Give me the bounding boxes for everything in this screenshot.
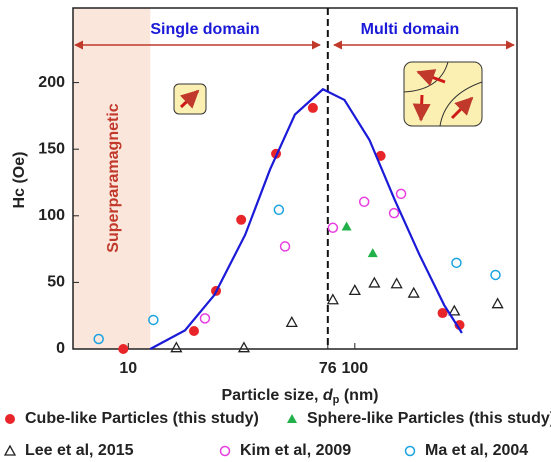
- point: [236, 214, 247, 225]
- multi-domain-icon: [403, 61, 483, 127]
- x-axis-label: Particle size, dp (nm): [221, 387, 378, 406]
- point: [170, 341, 183, 353]
- x-label-part: d: [323, 387, 334, 404]
- x-label-part: (nm): [339, 387, 378, 404]
- point: [326, 293, 339, 305]
- domain-icon: [173, 83, 207, 115]
- legend-label: Sphere-like Particles (this study): [307, 410, 551, 427]
- annotation: Multi domain: [361, 21, 460, 38]
- annotation: Superparamagnetic: [105, 103, 122, 252]
- x-tick-label: 10: [119, 360, 137, 377]
- point: [199, 313, 211, 324]
- shaded-region: [73, 8, 151, 349]
- point: [437, 308, 448, 319]
- x-label-part: Particle size,: [221, 387, 322, 404]
- y-tick-label: 200: [38, 74, 65, 91]
- legend-marker: [404, 445, 416, 457]
- point: [237, 341, 251, 353]
- point: [341, 221, 352, 231]
- y-tick-label: 150: [38, 140, 65, 157]
- point: [279, 241, 291, 252]
- background-layer: [73, 8, 151, 349]
- legend-label: Cube-like Particles (this study): [25, 410, 259, 427]
- x-tick-label: 100: [341, 360, 368, 377]
- point: [390, 277, 403, 289]
- point: [273, 204, 285, 216]
- legend-label: Ma et al, 2004: [425, 442, 528, 459]
- legend-marker: [287, 414, 297, 423]
- point: [407, 286, 420, 298]
- point: [93, 333, 104, 345]
- point: [395, 188, 407, 200]
- legend-label: Lee et al, 2015: [25, 442, 134, 459]
- point: [451, 257, 462, 269]
- legend-label: Kim et al, 2009: [240, 442, 351, 459]
- legend-marker: [3, 444, 17, 456]
- point: [348, 284, 361, 296]
- annotation: Single domain: [150, 21, 259, 38]
- plot-frame: [72, 7, 518, 350]
- point: [285, 316, 298, 328]
- point: [118, 344, 129, 354]
- y-tick-label: 100: [38, 207, 65, 224]
- point: [491, 297, 504, 309]
- point: [367, 248, 378, 258]
- point: [388, 207, 400, 219]
- point: [307, 102, 318, 113]
- point: [448, 304, 461, 316]
- point: [490, 269, 501, 281]
- legend: Cube-like Particles (this study) Sphere-l…: [3, 410, 551, 459]
- fit-curve: [149, 87, 463, 350]
- x-tick-label: 76: [319, 360, 337, 377]
- point: [358, 196, 370, 208]
- legend-marker: [219, 445, 231, 457]
- y-tick-label: 50: [47, 274, 65, 291]
- point: [454, 320, 465, 331]
- point: [188, 326, 199, 337]
- x-label-part: p: [333, 394, 340, 406]
- legend-marker: [5, 414, 15, 424]
- y-tick-label: 0: [56, 340, 65, 357]
- y-axis-label: Hc (Oe): [11, 152, 28, 209]
- point: [148, 314, 159, 326]
- point: [368, 276, 381, 288]
- point: [327, 222, 339, 234]
